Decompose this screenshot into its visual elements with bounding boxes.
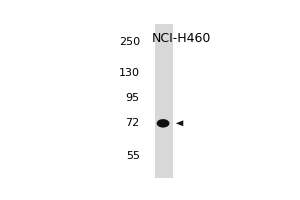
Text: 95: 95 [126, 93, 140, 103]
Text: 130: 130 [119, 68, 140, 78]
Ellipse shape [157, 119, 169, 128]
Polygon shape [176, 120, 183, 126]
Bar [155, 24, 173, 178]
Text: NCI-H460: NCI-H460 [152, 32, 211, 45]
Text: 250: 250 [119, 37, 140, 47]
Text: 55: 55 [126, 151, 140, 161]
Text: 72: 72 [126, 118, 140, 128]
